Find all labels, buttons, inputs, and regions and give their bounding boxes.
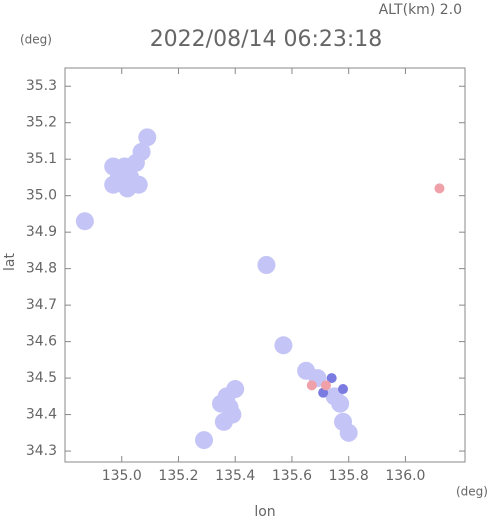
x-tick-label: 135.2 <box>158 468 198 484</box>
y-unit: (deg) <box>20 33 52 47</box>
echo-point <box>75 212 94 231</box>
echo-point <box>129 175 148 194</box>
echo-point <box>138 128 157 147</box>
x-tick-label: 136.0 <box>385 468 425 484</box>
echo-point <box>274 336 293 355</box>
echo-point <box>434 183 445 194</box>
x-tick-label: 135.8 <box>329 468 369 484</box>
echo-point <box>306 380 317 391</box>
y-tick-label: 34.4 <box>26 407 57 423</box>
altitude-label: ALT(km) 2.0 <box>379 2 462 18</box>
y-axis-label: lat <box>2 253 18 271</box>
y-tick-label: 34.7 <box>26 297 57 313</box>
echo-point <box>320 380 331 391</box>
y-tick-label: 34.6 <box>26 334 57 350</box>
echo-point <box>339 423 358 442</box>
echo-point <box>104 157 123 176</box>
echo-point <box>331 394 350 413</box>
echo-point <box>338 384 349 395</box>
x-unit: (deg) <box>456 485 488 499</box>
x-tick-label: 135.4 <box>215 468 255 484</box>
x-tick-label: 135.6 <box>272 468 312 484</box>
y-tick-label: 34.5 <box>26 370 57 386</box>
chart-title: 2022/08/14 06:23:18 <box>150 27 383 52</box>
x-tick-label: 135.0 <box>102 468 142 484</box>
y-tick-label: 35.2 <box>26 115 57 131</box>
y-tick-label: 34.3 <box>26 443 57 459</box>
echo-point <box>326 373 337 384</box>
plot-frame <box>64 67 466 463</box>
echo-point <box>132 142 151 161</box>
y-tick-label: 35.0 <box>26 188 57 204</box>
echo-point <box>223 405 242 424</box>
y-tick-label: 34.8 <box>26 261 57 277</box>
x-axis-label: lon <box>254 504 275 520</box>
echo-point <box>257 256 276 274</box>
y-tick-label: 35.3 <box>26 78 57 94</box>
echo-point <box>195 431 214 450</box>
y-tick-label: 35.1 <box>26 151 57 167</box>
echo-point <box>297 361 316 380</box>
echo-point <box>226 380 245 399</box>
y-tick-label: 34.9 <box>26 224 57 240</box>
echo-point <box>212 394 231 413</box>
